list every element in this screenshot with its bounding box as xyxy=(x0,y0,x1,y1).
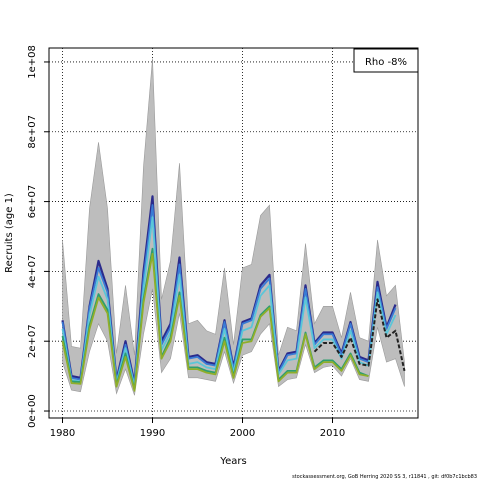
legend-text: Rho -8% xyxy=(365,57,407,68)
y-tick-label: 6e+07 xyxy=(27,185,38,219)
y-tick-label: 8e+07 xyxy=(27,115,38,149)
confidence-band xyxy=(62,58,405,396)
series-line-black xyxy=(313,298,406,372)
y-axis: 0e+00 2e+07 4e+07 6e+07 8e+07 1e+08 xyxy=(27,45,49,428)
y-tick-label: 2e+07 xyxy=(27,324,38,358)
y-tick-label: 1e+08 xyxy=(27,45,38,79)
footer-credit: stockassessment.org, GoB Herring 2020 SS… xyxy=(292,474,477,480)
series-lines xyxy=(61,195,406,392)
x-axis: 1980 1990 2000 2010 xyxy=(50,417,345,439)
y-axis-title: Recruits (age 1) xyxy=(4,193,15,273)
x-tick-label: 2010 xyxy=(320,428,345,439)
legend: Rho -8% xyxy=(353,48,419,73)
series-line-olive xyxy=(61,253,369,392)
x-tick-label: 2000 xyxy=(230,428,255,439)
x-tick-label: 1990 xyxy=(140,428,165,439)
y-tick-label: 0e+00 xyxy=(27,394,38,428)
y-tick-label: 4e+07 xyxy=(27,255,38,289)
x-tick-label: 1980 xyxy=(50,428,75,439)
x-axis-title: Years xyxy=(219,456,246,467)
legend-box xyxy=(353,48,419,73)
